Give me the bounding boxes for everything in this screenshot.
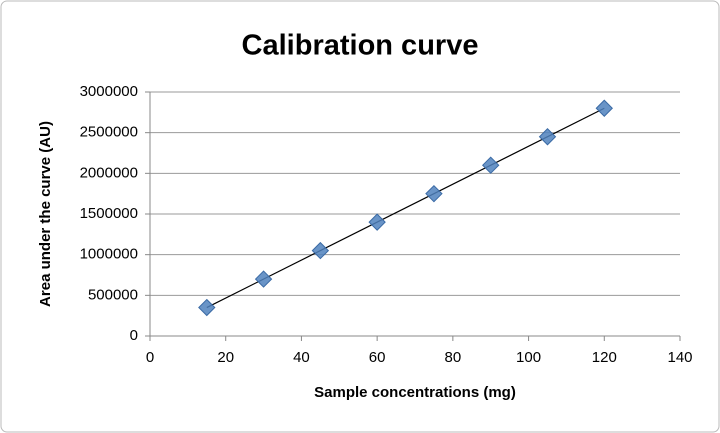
x-tick-label: 100: [516, 349, 541, 366]
data-point: [311, 241, 330, 260]
x-tick-label: 80: [445, 349, 462, 366]
data-point: [538, 128, 557, 146]
y-tick-label: 2500000: [80, 124, 138, 141]
x-axis-title: Sample concentrations (mg): [314, 384, 516, 401]
data-point: [595, 99, 613, 117]
data-point: [482, 156, 500, 174]
y-tick-label: 500000: [88, 286, 138, 303]
trendline: [206, 107, 605, 309]
y-tick-label: 2000000: [80, 164, 138, 181]
x-tick-label: 20: [217, 349, 234, 366]
y-tick-label: 1000000: [80, 246, 138, 263]
y-tick-label: 1500000: [80, 205, 138, 222]
data-point: [198, 298, 216, 317]
x-tick-label: 40: [293, 349, 310, 366]
chart-title: Calibration curve: [242, 30, 479, 62]
data-point: [368, 213, 386, 231]
data-point: [254, 270, 273, 288]
x-tick-label: 0: [146, 349, 154, 366]
y-tick-label: 3000000: [80, 83, 138, 100]
y-axis-title: Area under the curve (AU): [37, 121, 54, 307]
x-tick-label: 60: [369, 349, 386, 366]
x-tick-label: 120: [592, 349, 617, 366]
y-tick-label: 0: [130, 327, 138, 344]
data-point: [425, 184, 443, 203]
x-tick-label: 140: [667, 349, 692, 366]
